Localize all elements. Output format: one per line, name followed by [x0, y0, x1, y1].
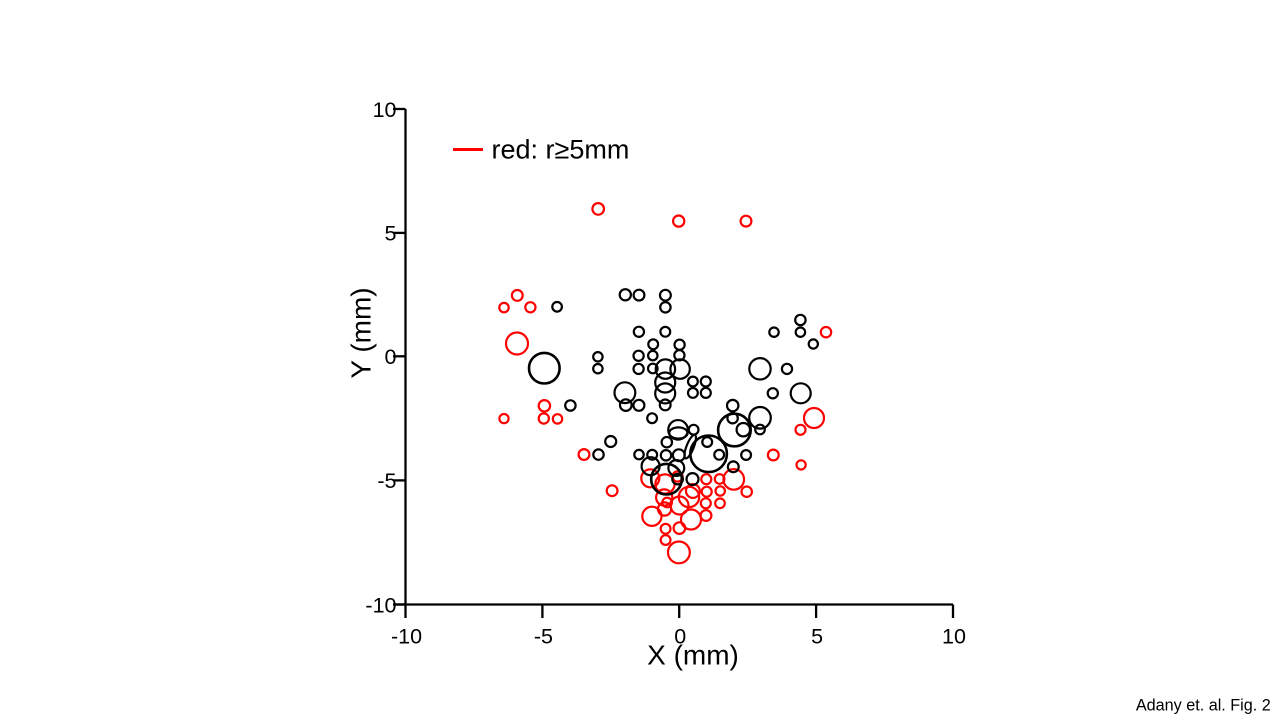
svg-text:0: 0 — [385, 345, 397, 369]
svg-text:Adany et. al. Fig. 2: Adany et. al. Fig. 2 — [1136, 697, 1271, 715]
svg-text:Y (mm): Y (mm) — [346, 287, 377, 378]
svg-text:5: 5 — [811, 625, 823, 649]
svg-text:-5: -5 — [377, 469, 396, 493]
svg-text:X (mm): X (mm) — [647, 640, 739, 671]
svg-text:-10: -10 — [391, 625, 422, 649]
svg-text:0: 0 — [674, 625, 686, 649]
svg-text:-5: -5 — [534, 625, 553, 649]
svg-text:5: 5 — [385, 222, 397, 246]
svg-text:red: r≥5mm: red: r≥5mm — [492, 135, 630, 165]
svg-text:10: 10 — [942, 625, 966, 649]
svg-text:10: 10 — [373, 98, 397, 122]
svg-text:-10: -10 — [365, 593, 396, 617]
